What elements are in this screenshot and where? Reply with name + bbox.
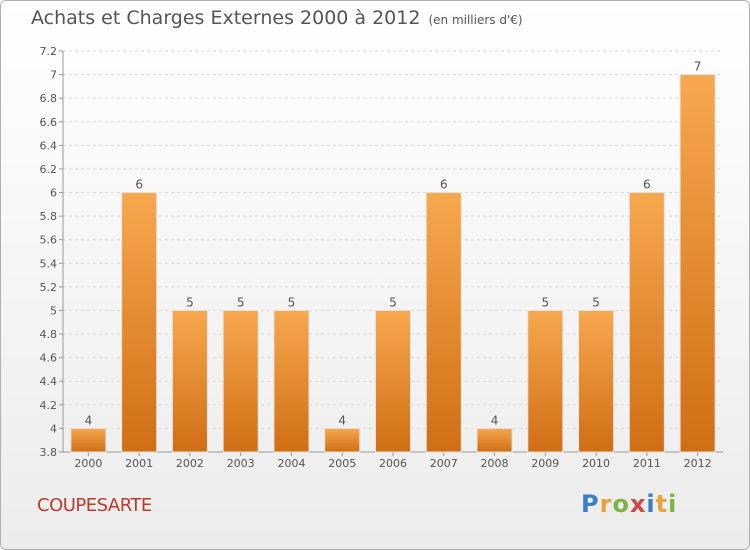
chart-title: Achats et Charges Externes 2000 à 2012 [31, 7, 421, 29]
bar-2012 [679, 74, 716, 453]
bar-2006 [374, 309, 412, 453]
x-tick-label: 2010 [582, 457, 610, 470]
x-tick-label: 2006 [379, 457, 407, 470]
x-tick-label: 2012 [684, 457, 712, 470]
x-tick-label: 2011 [633, 457, 661, 470]
data-label: 4 [85, 413, 93, 427]
bar-2004 [273, 309, 310, 453]
x-tick-label: 2008 [481, 457, 509, 470]
x-tick-label: 2007 [430, 457, 458, 470]
bar-2000 [70, 427, 107, 453]
x-tick-label: 2001 [125, 457, 153, 470]
bar-2009 [527, 309, 564, 453]
chart-title-block: Achats et Charges Externes 2000 à 2012 (e… [31, 7, 523, 29]
y-tick-label: 4.6 [40, 352, 58, 365]
data-label: 5 [186, 295, 194, 309]
data-label: 4 [338, 413, 346, 427]
data-label: 5 [541, 295, 549, 309]
x-tick-label: 2000 [74, 457, 102, 470]
x-tick-label: 2002 [176, 457, 204, 470]
y-tick-label: 5.6 [40, 234, 58, 247]
y-tick-label: 3.8 [40, 446, 58, 459]
y-tick-label: 4.2 [40, 399, 58, 412]
y-tick-label: 5.2 [40, 281, 58, 294]
data-label: 6 [643, 178, 651, 192]
y-tick-label: 7 [50, 69, 57, 82]
proxiti-logo: Proxiti [581, 490, 678, 518]
x-tick-label: 2009 [531, 457, 559, 470]
y-tick-label: 6 [50, 187, 57, 200]
bar-2011 [628, 192, 665, 453]
label-layer: 4 6 5 5 5 4 5 6 4 5 5 6 7 [85, 60, 702, 428]
chart-unit: (en milliers d'€) [428, 13, 523, 27]
bar-2002 [171, 309, 208, 453]
data-label: 7 [694, 60, 702, 74]
data-label: 4 [491, 413, 499, 427]
x-tick-label: 2003 [227, 457, 255, 470]
bar-2007 [425, 192, 462, 453]
y-tick-label: 4 [50, 422, 57, 435]
commune-name: COUPESARTE [37, 495, 152, 516]
y-tick-label: 5.4 [40, 257, 58, 270]
bar-2005 [324, 427, 361, 453]
y-tick-label: 7.2 [40, 45, 58, 58]
y-tick-label: 4.8 [40, 328, 58, 341]
x-tick-label: 2005 [328, 457, 356, 470]
data-label: 5 [389, 295, 397, 309]
y-tick-label: 6.2 [40, 163, 58, 176]
y-tick-label: 6.6 [40, 116, 58, 129]
x-tick-label: 2004 [277, 457, 305, 470]
y-tick-label: 4.4 [40, 375, 58, 388]
data-label: 5 [592, 295, 600, 309]
y-tick-label: 6.8 [40, 92, 58, 105]
bar-layer [70, 74, 716, 453]
bar-2003 [222, 309, 259, 453]
data-label: 5 [288, 295, 296, 309]
y-tick-label: 5.8 [40, 210, 58, 223]
data-label: 6 [440, 178, 448, 192]
y-tick-label: 5 [50, 304, 57, 317]
bar-2010 [578, 309, 615, 453]
bar-2008 [476, 427, 513, 453]
data-label: 5 [237, 295, 245, 309]
y-tick-label: 6.4 [40, 139, 58, 152]
data-label: 6 [135, 178, 143, 192]
bar-2001 [121, 192, 158, 453]
